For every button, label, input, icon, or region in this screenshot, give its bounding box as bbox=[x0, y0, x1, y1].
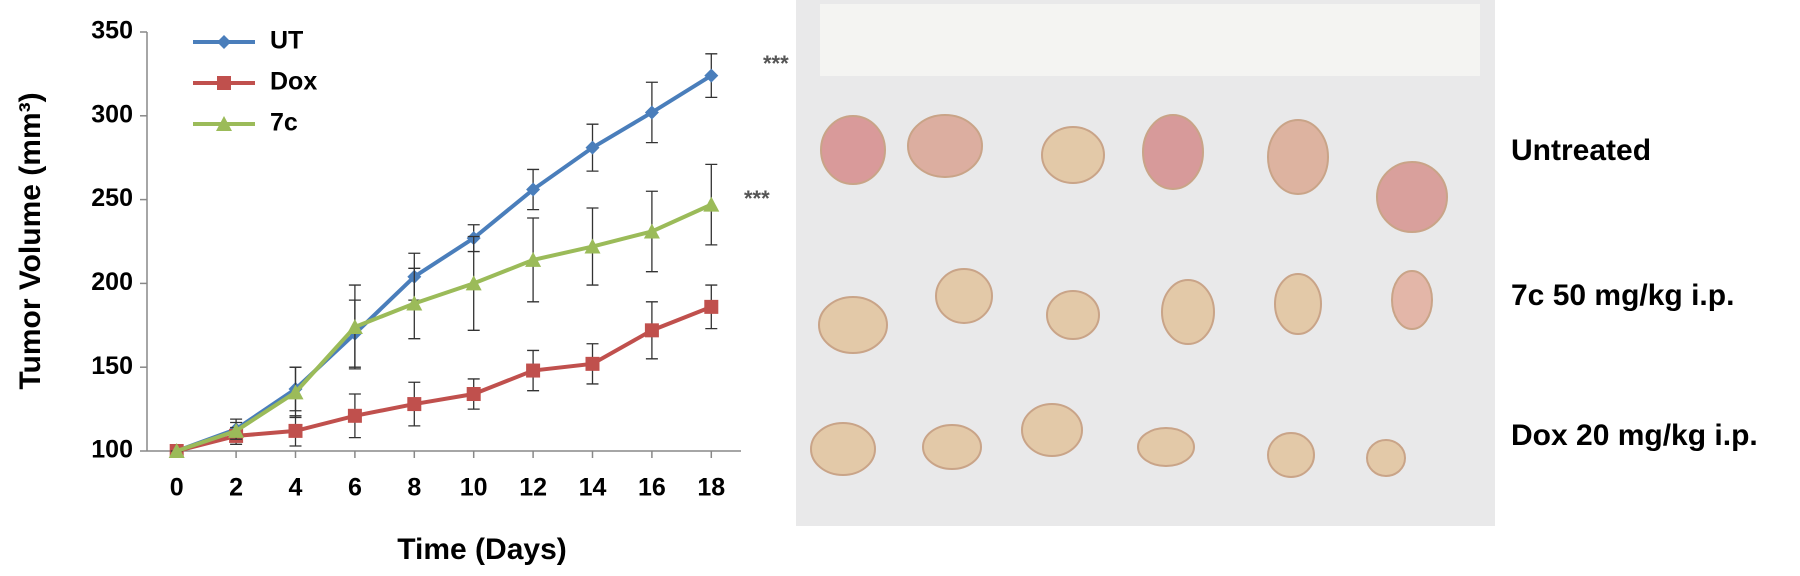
group-label: Dox 20 mg/kg i.p. bbox=[1511, 419, 1758, 452]
y-tick-label: 200 bbox=[91, 268, 133, 296]
tumor bbox=[1041, 126, 1105, 184]
marker bbox=[217, 76, 231, 90]
marker bbox=[407, 397, 422, 412]
x-tick-label: 18 bbox=[697, 474, 725, 502]
x-tick-label: 4 bbox=[289, 474, 303, 502]
tumor bbox=[922, 424, 982, 470]
group-label: 7c 50 mg/kg i.p. bbox=[1511, 279, 1734, 312]
legend-label: Dox bbox=[270, 68, 317, 96]
marker bbox=[466, 387, 481, 402]
series-line bbox=[176, 73, 713, 453]
significance: *** bbox=[763, 51, 789, 76]
x-tick-label: 16 bbox=[638, 474, 666, 502]
y-axis-label: Tumor Volume (mm³) bbox=[14, 92, 47, 389]
x-axis-label: Time (Days) bbox=[397, 533, 567, 566]
tumor bbox=[1267, 432, 1315, 478]
series-line bbox=[176, 305, 713, 453]
tumor bbox=[1274, 273, 1322, 335]
tumor bbox=[818, 296, 888, 354]
x-tick-label: 0 bbox=[170, 474, 184, 502]
marker bbox=[525, 251, 542, 267]
marker bbox=[168, 443, 185, 458]
marker bbox=[704, 68, 719, 83]
tumor bbox=[935, 268, 993, 324]
marker bbox=[217, 35, 231, 49]
y-tick-label: 150 bbox=[91, 352, 133, 380]
y-tick-label: 350 bbox=[91, 17, 133, 45]
tumor bbox=[1161, 279, 1215, 345]
marker bbox=[703, 196, 720, 212]
ruler bbox=[820, 4, 1480, 76]
marker bbox=[287, 384, 304, 400]
tumor bbox=[1021, 403, 1083, 457]
tumor bbox=[1376, 161, 1448, 233]
x-tick-label: 8 bbox=[407, 474, 421, 502]
x-tick-label: 14 bbox=[579, 474, 607, 502]
significance: *** bbox=[744, 186, 770, 211]
marker bbox=[644, 323, 659, 338]
tumor bbox=[820, 115, 886, 185]
marker bbox=[643, 223, 660, 239]
y-tick-label: 250 bbox=[91, 184, 133, 212]
y-tick-label: 300 bbox=[91, 100, 133, 128]
tumor bbox=[810, 422, 876, 476]
marker bbox=[228, 422, 245, 438]
x-tick-label: 6 bbox=[348, 474, 362, 502]
marker bbox=[347, 408, 362, 423]
marker bbox=[585, 356, 600, 371]
series-line bbox=[176, 202, 713, 453]
marker bbox=[526, 182, 541, 197]
tumor bbox=[1391, 270, 1433, 330]
legend-label: UT bbox=[270, 27, 303, 55]
marker bbox=[704, 299, 719, 314]
marker bbox=[584, 238, 601, 254]
marker bbox=[465, 275, 482, 291]
group-label: Untreated bbox=[1511, 134, 1651, 167]
tumor bbox=[1137, 427, 1195, 467]
marker bbox=[288, 423, 303, 438]
marker bbox=[346, 318, 363, 334]
photo bbox=[796, 0, 1495, 526]
x-tick-label: 10 bbox=[460, 474, 488, 502]
tumor bbox=[1366, 439, 1406, 477]
tumor bbox=[1267, 119, 1329, 195]
y-tick-label: 100 bbox=[91, 436, 133, 464]
tumor bbox=[1142, 114, 1204, 190]
marker bbox=[526, 363, 541, 378]
tumor bbox=[1046, 290, 1100, 340]
marker bbox=[406, 295, 423, 311]
marker bbox=[216, 116, 232, 131]
x-tick-label: 12 bbox=[519, 474, 547, 502]
marker bbox=[644, 105, 659, 120]
marker bbox=[585, 140, 600, 155]
tumor bbox=[907, 114, 983, 178]
legend-label: 7c bbox=[270, 109, 298, 137]
x-tick-label: 2 bbox=[229, 474, 243, 502]
